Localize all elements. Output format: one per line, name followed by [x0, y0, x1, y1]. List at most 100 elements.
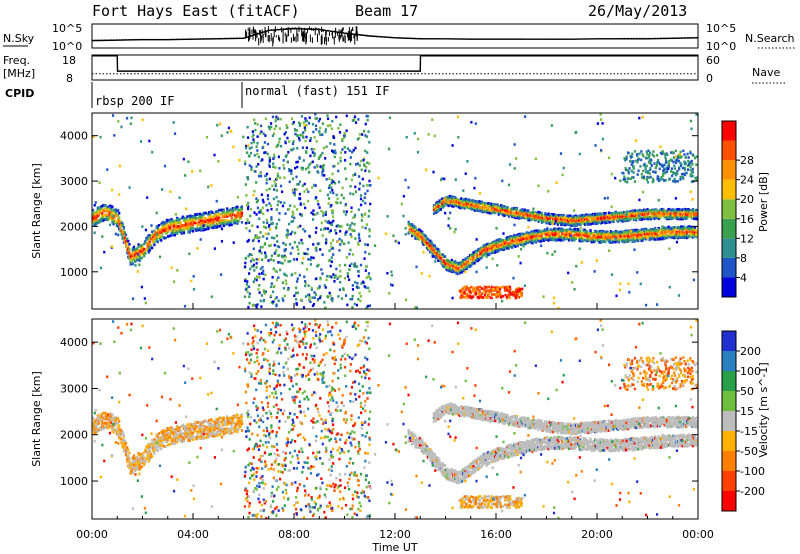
- power-cell: [646, 232, 649, 236]
- power-cell: [207, 211, 211, 214]
- power-cell: [690, 228, 693, 232]
- power-cell: [265, 237, 269, 240]
- power-cell: [239, 206, 242, 209]
- power-cell: [165, 229, 169, 233]
- power-cell: [577, 217, 580, 221]
- power-cell: [599, 220, 603, 223]
- power-cell: [561, 223, 564, 226]
- power-cell: [664, 235, 667, 239]
- power-cell: [666, 228, 669, 232]
- power-cell: [318, 117, 322, 121]
- power-cell: [474, 250, 477, 254]
- power-cell: [160, 227, 163, 231]
- power-cell: [589, 229, 592, 232]
- power-cell: [129, 252, 132, 256]
- power-cell: [269, 122, 273, 125]
- noise-spike: [294, 36, 296, 41]
- power-cell: [479, 248, 482, 251]
- power-cell: [645, 230, 648, 233]
- power-cell: [654, 212, 657, 215]
- power-cell: [547, 217, 550, 221]
- power-cell: [229, 213, 232, 217]
- power-cell: [620, 237, 623, 241]
- noise-spike: [336, 31, 338, 36]
- power-cell: [113, 209, 116, 212]
- power-cell: [618, 233, 622, 237]
- power-cell: [471, 199, 474, 202]
- power-cell: [287, 222, 291, 226]
- power-cell: [492, 244, 496, 248]
- power-cell: [113, 210, 116, 214]
- power-cell: [618, 214, 621, 217]
- power-cell: [432, 244, 435, 247]
- power-cell: [484, 208, 487, 211]
- power-cell: [191, 229, 195, 233]
- power-cell: [412, 226, 415, 230]
- power-cell: [119, 228, 122, 232]
- power-cell: [668, 213, 671, 217]
- power-cell: [510, 213, 513, 217]
- power-cell: [661, 228, 664, 232]
- power-cell: [235, 214, 238, 218]
- power-cell: [526, 233, 530, 236]
- power-cell: [570, 236, 573, 240]
- power-cell: [574, 230, 577, 234]
- power-cell: [620, 232, 623, 235]
- power-cell: [289, 252, 292, 255]
- power-cell: [620, 235, 623, 238]
- power-cell: [206, 221, 209, 225]
- power-cell: [305, 124, 308, 127]
- power-cell: [359, 203, 363, 207]
- power-cell: [665, 236, 668, 240]
- power-cell: [305, 119, 309, 123]
- power-cell: [439, 253, 442, 256]
- power-cell: [179, 221, 182, 224]
- power-cell: [684, 230, 688, 233]
- power-cell: [639, 216, 642, 220]
- power-cell: [511, 243, 514, 247]
- power-cell: [446, 197, 449, 200]
- power-cell: [527, 218, 530, 221]
- nave-series: [92, 55, 698, 72]
- power-cell: [171, 219, 174, 222]
- power-cell: [588, 220, 591, 224]
- power-cell: [490, 243, 493, 247]
- power-cell: [216, 213, 220, 216]
- noise-spike: [297, 33, 299, 42]
- power-cell: [679, 209, 682, 213]
- power-cell: [434, 256, 438, 259]
- power-cell: [499, 244, 502, 248]
- power-cell: [162, 228, 165, 232]
- power-cell: [202, 213, 205, 217]
- power-cell: [329, 242, 333, 245]
- power-cell: [109, 216, 112, 220]
- power-cell: [688, 211, 691, 215]
- power-cell: [501, 241, 505, 245]
- power-cell: [318, 130, 321, 133]
- power-cell: [313, 291, 316, 294]
- power-cell: [570, 216, 573, 220]
- power-cell: [325, 278, 328, 282]
- power-cell: [495, 247, 498, 250]
- power-cell: [601, 216, 604, 220]
- power-cell: [435, 209, 438, 213]
- noise-spike: [259, 29, 261, 33]
- power-cell: [454, 268, 457, 271]
- noise-right-tick-top: 10^5: [706, 22, 736, 35]
- power-cell: [684, 228, 688, 232]
- power-cell: [344, 167, 347, 170]
- power-cell: [687, 208, 690, 211]
- power-cell: [172, 227, 175, 230]
- power-cell: [453, 200, 456, 203]
- power-cell: [364, 192, 367, 195]
- power-cell: [503, 214, 506, 217]
- power-cell: [189, 217, 192, 221]
- power-cell: [689, 232, 692, 235]
- power-cell: [447, 196, 450, 200]
- power-cell: [451, 266, 455, 269]
- power-cell: [517, 238, 521, 241]
- power-cell: [606, 230, 609, 234]
- power-cell: [556, 238, 559, 241]
- power-cell: [627, 212, 630, 216]
- power-cell: [645, 210, 648, 213]
